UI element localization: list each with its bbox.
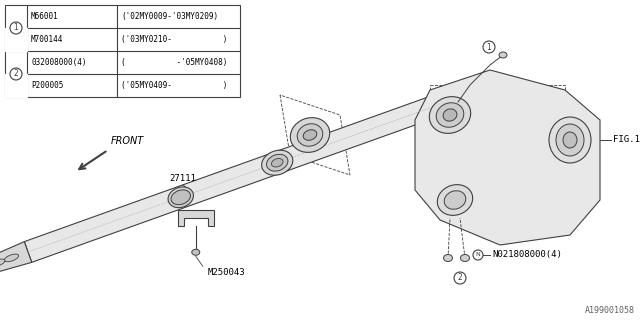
Polygon shape bbox=[415, 70, 600, 245]
Circle shape bbox=[10, 68, 22, 80]
Ellipse shape bbox=[192, 249, 200, 255]
Ellipse shape bbox=[444, 191, 466, 209]
Text: 27111: 27111 bbox=[170, 174, 196, 183]
Ellipse shape bbox=[303, 130, 317, 140]
Ellipse shape bbox=[4, 254, 19, 262]
Ellipse shape bbox=[444, 254, 452, 261]
Ellipse shape bbox=[443, 109, 457, 121]
Ellipse shape bbox=[262, 150, 293, 175]
Text: ('02MY0009-'03MY0209): ('02MY0009-'03MY0209) bbox=[121, 12, 218, 21]
Text: M700144: M700144 bbox=[31, 35, 63, 44]
Text: FRONT: FRONT bbox=[111, 136, 144, 146]
Ellipse shape bbox=[168, 187, 193, 208]
Ellipse shape bbox=[271, 158, 283, 167]
Text: 2: 2 bbox=[458, 274, 462, 283]
Text: N021808000(4): N021808000(4) bbox=[492, 251, 562, 260]
Ellipse shape bbox=[291, 118, 330, 152]
Ellipse shape bbox=[297, 124, 323, 146]
Text: A199001058: A199001058 bbox=[585, 306, 635, 315]
Bar bbox=[5, 5, 240, 97]
Text: 2: 2 bbox=[13, 69, 19, 78]
Text: 032008000(4): 032008000(4) bbox=[31, 58, 86, 67]
Text: 1: 1 bbox=[486, 43, 492, 52]
Ellipse shape bbox=[549, 117, 591, 163]
Ellipse shape bbox=[266, 154, 288, 171]
Ellipse shape bbox=[499, 52, 507, 58]
Ellipse shape bbox=[563, 132, 577, 148]
Circle shape bbox=[473, 250, 483, 260]
Text: M66001: M66001 bbox=[31, 12, 59, 21]
Text: 1: 1 bbox=[13, 23, 19, 33]
Circle shape bbox=[10, 22, 22, 34]
Ellipse shape bbox=[171, 190, 191, 205]
Text: N: N bbox=[476, 252, 481, 258]
Bar bbox=[430, 85, 565, 180]
Polygon shape bbox=[24, 98, 434, 262]
Circle shape bbox=[483, 41, 495, 53]
Polygon shape bbox=[178, 210, 214, 226]
Text: FIG.195: FIG.195 bbox=[613, 135, 640, 145]
Ellipse shape bbox=[437, 185, 473, 215]
Ellipse shape bbox=[429, 97, 470, 133]
Ellipse shape bbox=[556, 124, 584, 156]
Ellipse shape bbox=[0, 259, 5, 267]
Text: ('05MY0409-           ): ('05MY0409- ) bbox=[121, 81, 227, 90]
Text: (           -'05MY0408): ( -'05MY0408) bbox=[121, 58, 227, 67]
Text: P200005: P200005 bbox=[31, 81, 63, 90]
Ellipse shape bbox=[461, 254, 470, 261]
Polygon shape bbox=[0, 242, 32, 278]
Circle shape bbox=[454, 272, 466, 284]
Text: ('03MY0210-           ): ('03MY0210- ) bbox=[121, 35, 227, 44]
Text: M250043: M250043 bbox=[208, 268, 245, 277]
Ellipse shape bbox=[436, 103, 464, 127]
